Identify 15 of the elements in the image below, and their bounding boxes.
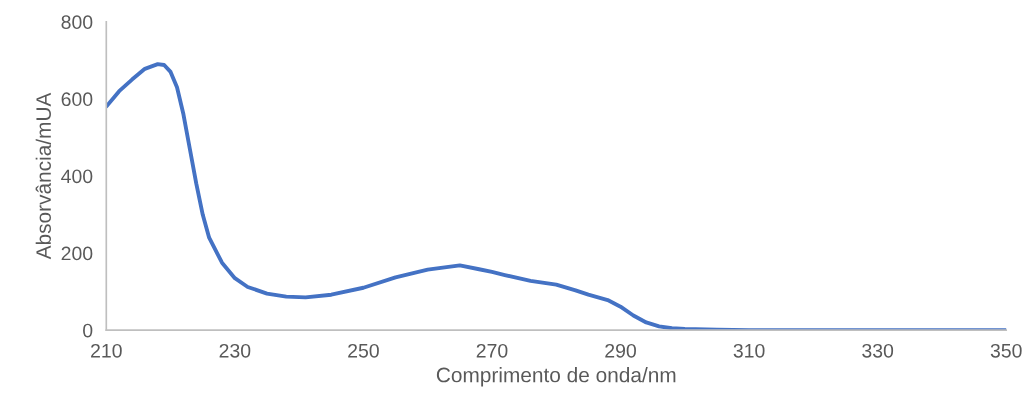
- y-axis-title: Absorvância/mUA: [35, 92, 51, 260]
- y-tick-label: 200: [61, 246, 93, 261]
- x-tick-label: 330: [862, 343, 894, 358]
- x-tick-label: 290: [605, 343, 636, 358]
- y-tick-label: 0: [83, 323, 93, 338]
- x-tick-label: 250: [348, 343, 379, 358]
- x-tick-label: 310: [733, 343, 765, 358]
- x-tick-label: 230: [219, 343, 251, 358]
- x-axis-title: Comprimento de onda/nm: [436, 367, 676, 387]
- y-tick-label: 400: [61, 169, 93, 184]
- y-tick-label: 800: [61, 15, 93, 30]
- x-tick-label: 350: [990, 343, 1022, 358]
- y-tick-label: 600: [61, 92, 93, 107]
- x-tick-label: 210: [91, 343, 122, 358]
- x-tick-label: 270: [476, 343, 508, 358]
